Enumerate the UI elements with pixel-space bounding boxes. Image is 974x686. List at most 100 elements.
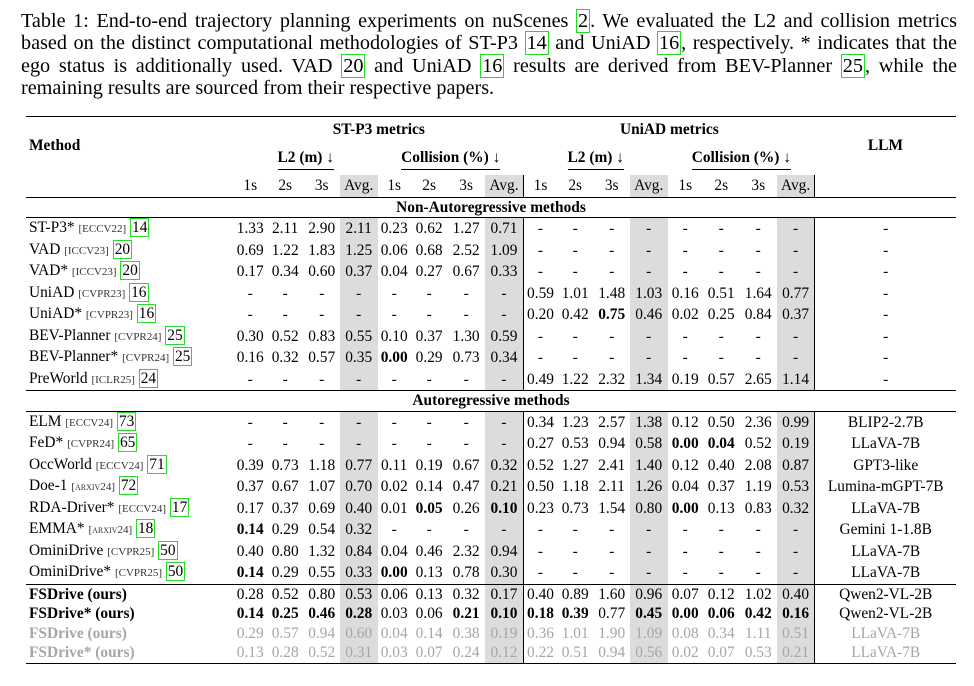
- method-name: RDA-Driver*: [29, 498, 115, 516]
- metric-cell: -: [339, 411, 378, 433]
- citation-link[interactable]: 14: [130, 218, 150, 237]
- metric-cell: 0.34: [707, 624, 735, 642]
- method-name: BEV-Planner*: [29, 348, 119, 365]
- table-row: OminiDrive [CVPR25] 50 0.40 0.80 1.32 0.84 0.…: [26, 540, 956, 562]
- metric-cell: 0.83: [744, 499, 772, 517]
- citation-link[interactable]: 25: [172, 347, 193, 366]
- metric-cell: -: [682, 521, 688, 538]
- metric-cell: 0.29: [415, 349, 443, 366]
- metric-cell: -: [282, 370, 288, 388]
- metric-cell: 0.23: [527, 499, 554, 517]
- method-cell: RDA-Driver* [ECCV24] 17: [26, 497, 234, 520]
- metric-cell: -: [339, 433, 378, 455]
- metric-cell: -: [426, 284, 432, 302]
- citation-link[interactable]: 17: [169, 497, 190, 517]
- metric-cell: 0.32: [271, 349, 299, 366]
- metric-cell: 1.48: [598, 284, 626, 302]
- citation-link[interactable]: 24: [138, 368, 159, 388]
- citation-link[interactable]: 16: [129, 282, 149, 302]
- metric-cell: 0.49: [527, 370, 554, 388]
- citation-link[interactable]: 50: [165, 562, 186, 581]
- metric-cell: -: [609, 263, 615, 280]
- method-cell: VAD* [ICCV23] 20: [26, 261, 234, 283]
- citation-link[interactable]: 73: [116, 411, 137, 431]
- metric-cell: -: [718, 542, 724, 560]
- metric-cell: 0.08: [671, 624, 699, 642]
- method-name: OminiDrive: [29, 541, 104, 559]
- metric-cell: -: [484, 433, 525, 455]
- method-name: Doe-1: [29, 477, 68, 494]
- metric-cell: 0.20: [527, 306, 554, 323]
- citation-link[interactable]: 2: [576, 9, 591, 33]
- metric-cell: -: [484, 411, 525, 433]
- metric-cell: 0.02: [667, 643, 703, 664]
- metric-cell: -: [682, 327, 688, 345]
- metric-cell: 0.14: [236, 564, 264, 581]
- metric-cell: 0.03: [380, 605, 408, 622]
- metric-cell: 0.67: [452, 263, 480, 280]
- metric-cell: -: [755, 263, 761, 280]
- llm-cell: -: [883, 220, 889, 237]
- metric-cell: 0.80: [629, 497, 668, 519]
- citation-link[interactable]: 18: [135, 519, 156, 538]
- metric-cell: -: [629, 261, 668, 283]
- citation-link[interactable]: 14: [524, 31, 549, 56]
- metric-cell: -: [609, 349, 615, 366]
- metric-cell: -: [463, 413, 469, 431]
- metric-cell: 0.00: [671, 605, 699, 622]
- citation-link[interactable]: 72: [118, 476, 139, 495]
- metric-cell: 0.12: [702, 583, 740, 604]
- results-table: Method ST-P3 metrics UniAD metrics LLM L…: [26, 116, 956, 664]
- metric-cell: -: [776, 239, 816, 261]
- metric-cell: 1.09: [484, 239, 525, 261]
- metric-cell: -: [718, 241, 724, 259]
- llm-cell: Qwen2-VL-2B: [814, 583, 956, 604]
- metric-cell: -: [718, 220, 724, 237]
- citation-link[interactable]: 25: [165, 325, 185, 345]
- metric-cell: -: [247, 306, 253, 323]
- metric-cell: -: [426, 413, 432, 431]
- citation-link[interactable]: 16: [656, 31, 682, 56]
- llm-cell: LLaVA-7B: [851, 499, 921, 517]
- metric-cell: 0.59: [484, 325, 525, 347]
- citation-link[interactable]: 65: [117, 433, 138, 452]
- metric-cell: -: [391, 284, 397, 302]
- metric-cell: -: [755, 241, 761, 259]
- metric-cell: 0.77: [776, 282, 816, 304]
- subheader-h1: 1s: [377, 175, 411, 198]
- metric-cell: 0.01: [380, 499, 408, 517]
- venue-tag: [CVPR23]: [78, 287, 126, 300]
- metric-cell: -: [629, 217, 668, 240]
- citation-link[interactable]: 25: [840, 53, 865, 78]
- citation-link[interactable]: 20: [112, 239, 133, 259]
- metric-cell: -: [463, 435, 469, 452]
- metric-cell: -: [463, 521, 469, 538]
- metric-cell: -: [609, 327, 615, 345]
- citation-link[interactable]: 20: [120, 261, 140, 280]
- citation-link[interactable]: 50: [158, 540, 178, 560]
- metric-cell: 0.51: [776, 623, 816, 643]
- citation-link[interactable]: 20: [341, 53, 366, 78]
- metric-cell: -: [426, 370, 432, 388]
- metric-cell: 0.57: [271, 624, 299, 642]
- metric-cell: -: [755, 220, 761, 237]
- metric-cell: -: [537, 327, 544, 345]
- metric-cell: -: [682, 542, 688, 560]
- metric-cell: 0.33: [484, 261, 525, 283]
- metric-cell: -: [537, 263, 544, 280]
- subheader-h1: 1s: [523, 175, 557, 198]
- venue-tag: [CVPR23]: [85, 309, 133, 321]
- llm-cell: -: [883, 284, 889, 302]
- llm-header: LLM: [814, 116, 956, 175]
- metric-cell: -: [319, 435, 325, 452]
- metric-cell: 1.90: [598, 624, 626, 642]
- uniad-metrics-header: UniAD metrics: [523, 116, 815, 143]
- metric-cell: 1.02: [739, 583, 777, 604]
- citation-link[interactable]: 16: [136, 304, 157, 323]
- table-row: EMMA* [arxiv24] 18 0.14 0.29 0.54 0.32- - - - - -…: [26, 519, 956, 541]
- metric-cell: -: [319, 284, 325, 302]
- venue-tag: [ICCV23]: [71, 266, 117, 278]
- metric-cell: 1.27: [452, 220, 480, 237]
- citation-link[interactable]: 16: [480, 53, 505, 78]
- citation-link[interactable]: 71: [147, 454, 167, 474]
